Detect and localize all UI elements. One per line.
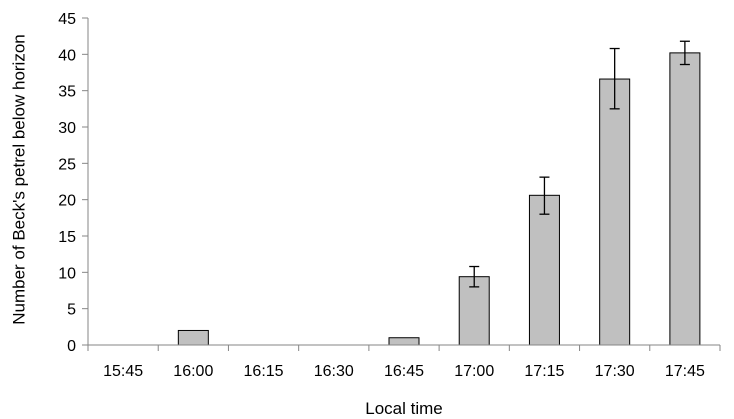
y-tick-label: 10: [58, 265, 76, 282]
bar-1600: [177, 329, 209, 346]
y-tick-label: 30: [58, 120, 76, 137]
y-tick-label: 35: [58, 84, 76, 101]
y-axis-title: Number of Beck's petrel below horizon: [9, 34, 28, 325]
error-bar-1745: [679, 40, 690, 66]
y-tick-label: 20: [58, 193, 76, 210]
y-tick-label: 15: [58, 229, 76, 246]
y-tick-label: 45: [58, 11, 76, 28]
x-tick-label: 17:15: [524, 363, 564, 380]
y-tick-label: 25: [58, 156, 76, 173]
x-tick-label: 16:00: [173, 363, 213, 380]
bars-group: [177, 52, 701, 346]
y-tick-label: 0: [67, 338, 76, 355]
x-tick-label: 17:00: [454, 363, 494, 380]
x-tick-label: 16:30: [314, 363, 354, 380]
x-axis-ticks: 15:45 16:00 16:15 16:30 16:45 17:00 17:15 17:30…: [87, 345, 721, 380]
error-bars-group: [469, 40, 690, 288]
bar-1745: [669, 52, 701, 346]
x-axis-title: Local time: [365, 399, 442, 418]
x-tick-label: 17:45: [665, 363, 705, 380]
y-tick-label: 40: [58, 47, 76, 64]
x-tick-label: 16:15: [244, 363, 284, 380]
bar-1715: [528, 194, 560, 346]
y-tick-label: 5: [67, 302, 76, 319]
x-tick-label: 15:45: [103, 363, 143, 380]
x-tick-label: 17:30: [595, 363, 635, 380]
error-bar-1700: [469, 265, 480, 288]
error-bar-1730: [609, 47, 620, 110]
error-bar-1715: [539, 176, 550, 215]
bar-1730: [599, 78, 631, 346]
y-axis-ticks: 0 5 10 15 20 25 30 35 40 45: [58, 11, 88, 355]
bar-1645: [388, 337, 420, 346]
x-tick-label: 16:45: [384, 363, 424, 380]
